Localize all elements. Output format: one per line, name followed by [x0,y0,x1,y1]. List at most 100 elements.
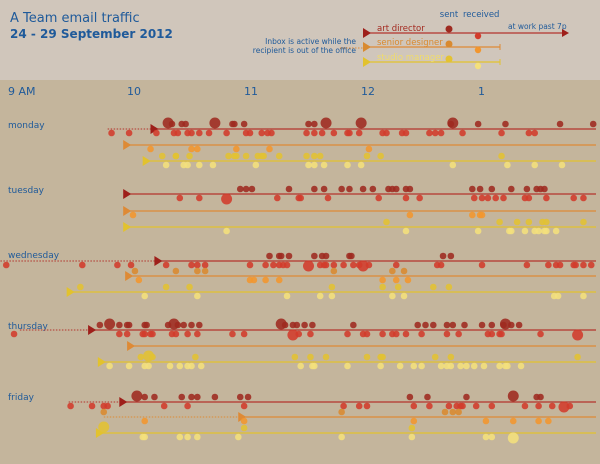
received-email-dot [135,276,143,284]
sent-email-dot [513,218,521,226]
time-tick-label: 9 AM [8,85,36,98]
sent-email-dot [201,267,209,275]
received-email-dot [545,417,552,425]
received-email-dot [125,362,133,370]
sent-email-dot [523,185,531,193]
start-arrow-icon [142,156,151,166]
received-email-dot [570,194,577,202]
received-email-dot [498,129,505,137]
received-email-dot [160,402,168,410]
received-email-dot [320,161,328,169]
received-email-dot [402,330,410,338]
received-email-dot [426,402,433,410]
received-email-dot [554,292,562,300]
sent-email-dot [242,152,250,160]
received-email-dot [196,194,203,202]
received-email-dot [507,432,519,444]
sent-email-dot [447,353,455,361]
sent-email-dot [311,120,318,128]
sent-email-dot [476,185,484,193]
received-email-dot [408,433,416,441]
time-tick-label: 11 [244,85,258,98]
received-email-dot [116,330,123,338]
sent-email-dot [383,218,390,226]
legend-late-label: at work past 7p [508,22,567,31]
sent-email-dot [180,321,187,329]
sent-email-dot [580,218,587,226]
received-email-dot [330,129,338,137]
sent-email-dot [194,393,201,401]
sent-email-dot [149,353,156,361]
received-email-dot [311,161,318,169]
received-email-dot [127,261,135,269]
sent-email-dot [320,185,328,193]
time-tick-label: 12 [361,85,375,98]
received-email-dot [472,402,480,410]
sent-email-dot [225,152,232,160]
received-email-dot [488,330,496,338]
sent-email-dot [363,152,371,160]
sent-email-dot [348,252,355,260]
received-email-dot [176,433,184,441]
sent-email-dot [447,252,455,260]
received-email-dot [350,261,357,269]
received-email-dot [174,129,182,137]
received-email-dot [470,194,478,202]
sent-email-dot [508,321,515,329]
sent-email-dot [311,185,318,193]
sent-email-dot [275,152,283,160]
sent-email-dot [244,393,252,401]
received-email-dot [543,194,550,202]
received-email-dot [184,161,191,169]
sent-email-dot [96,321,104,329]
sent-email-dot [507,390,519,402]
received-email-dot [431,129,439,137]
sent-email-dot [192,353,199,361]
received-email-dot [410,417,418,425]
received-email-dot [587,261,595,269]
sent-email-dot [574,353,581,361]
sent-email-dot [369,185,377,193]
received-email-dot [166,362,174,370]
received-email-dot [223,227,230,235]
sent-email-dot [293,321,301,329]
sent-email-dot [209,117,221,129]
received-email-dot [580,261,587,269]
legend-dot-received-studio-manager [474,62,482,70]
received-email-dot [295,330,303,338]
received-email-dot [406,211,414,219]
received-email-dot [194,433,201,441]
sent-email-dot [589,120,597,128]
start-arrow-icon [125,271,134,281]
received-email-dot [307,330,314,338]
received-email-dot [469,211,476,219]
legend-dot-sent-art-director [445,25,453,33]
start-arrow-icon [66,287,75,297]
received-email-dot [572,329,584,341]
sent-email-dot [141,393,148,401]
sent-email-dot [320,117,332,129]
received-email-dot [340,261,347,269]
received-email-dot [484,194,492,202]
legend-note-line1: Inbox is active while the [265,37,356,46]
received-email-dot [141,292,148,300]
sent-email-dot [242,185,250,193]
row-art-director [67,390,596,413]
sent-email-dot [194,267,201,275]
sent-email-dot [355,117,367,129]
received-email-dot [194,145,201,153]
received-email-dot [504,161,511,169]
received-email-dot [545,261,552,269]
received-email-dot [268,129,275,137]
sent-email-dot [392,185,400,193]
received-email-dot [258,129,266,137]
sent-email-dot [377,152,384,160]
received-email-dot [437,129,445,137]
sent-email-dot [445,283,453,291]
sent-email-dot [469,185,476,193]
legend-dot-sent-studio-manager [445,55,453,63]
row-art-director [123,185,596,205]
received-email-dot [153,129,160,137]
received-email-dot [201,261,209,269]
sent-email-dot [543,218,550,226]
